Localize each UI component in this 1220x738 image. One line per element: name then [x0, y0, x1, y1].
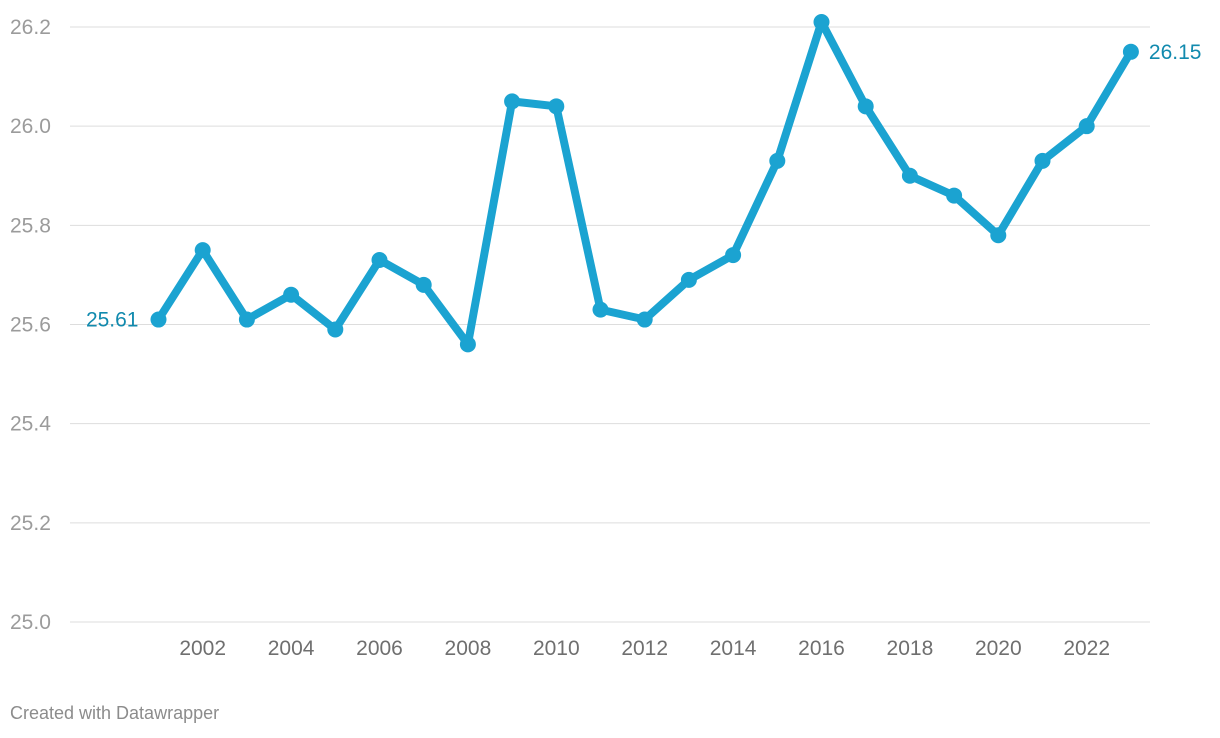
- data-point: [415, 276, 432, 293]
- data-point: [1034, 152, 1051, 169]
- data-point: [636, 311, 653, 328]
- data-point: [725, 247, 742, 264]
- value-label: 25.61: [86, 309, 139, 332]
- data-point: [680, 271, 697, 288]
- data-point: [946, 187, 963, 204]
- value-label: 26.15: [1149, 41, 1202, 64]
- y-tick-label: 26.2: [10, 16, 51, 39]
- data-point: [283, 286, 300, 303]
- x-tick-label: 2010: [533, 637, 580, 660]
- x-tick-label: 2014: [710, 637, 757, 660]
- data-point: [857, 98, 874, 115]
- data-point: [459, 336, 476, 353]
- x-tick-label: 2022: [1063, 637, 1110, 660]
- data-point: [150, 311, 167, 328]
- y-tick-label: 25.0: [10, 611, 51, 634]
- x-tick-label: 2002: [179, 637, 226, 660]
- data-point: [548, 98, 565, 115]
- x-tick-label: 2020: [975, 637, 1022, 660]
- credit-footer: Created with Datawrapper: [10, 703, 220, 723]
- x-tick-label: 2006: [356, 637, 403, 660]
- data-point: [371, 252, 388, 269]
- y-tick-label: 26.0: [10, 115, 51, 138]
- series-line: [154, 18, 1135, 349]
- data-point: [1122, 43, 1139, 60]
- y-tick-label: 25.2: [10, 512, 51, 535]
- data-point: [1078, 118, 1095, 135]
- line-chart: 25.0 25.2 25.4 25.6 25.8 26.0 26.2 2002 2004 2006…: [10, 14, 1202, 660]
- data-point: [194, 242, 211, 259]
- data-point: [504, 93, 521, 110]
- y-tick-label: 25.8: [10, 214, 51, 237]
- x-tick-label: 2008: [445, 637, 492, 660]
- data-point: [327, 321, 344, 338]
- x-tick-label: 2012: [621, 637, 668, 660]
- data-point: [813, 14, 830, 31]
- x-tick-label: 2016: [798, 637, 845, 660]
- data-point: [769, 152, 786, 169]
- data-point: [990, 227, 1007, 244]
- data-point: [592, 301, 609, 318]
- data-point: [901, 167, 918, 184]
- y-tick-label: 25.4: [10, 413, 51, 436]
- data-point: [238, 311, 255, 328]
- x-tick-label: 2018: [887, 637, 934, 660]
- y-tick-label: 25.6: [10, 314, 51, 337]
- x-tick-label: 2004: [268, 637, 315, 660]
